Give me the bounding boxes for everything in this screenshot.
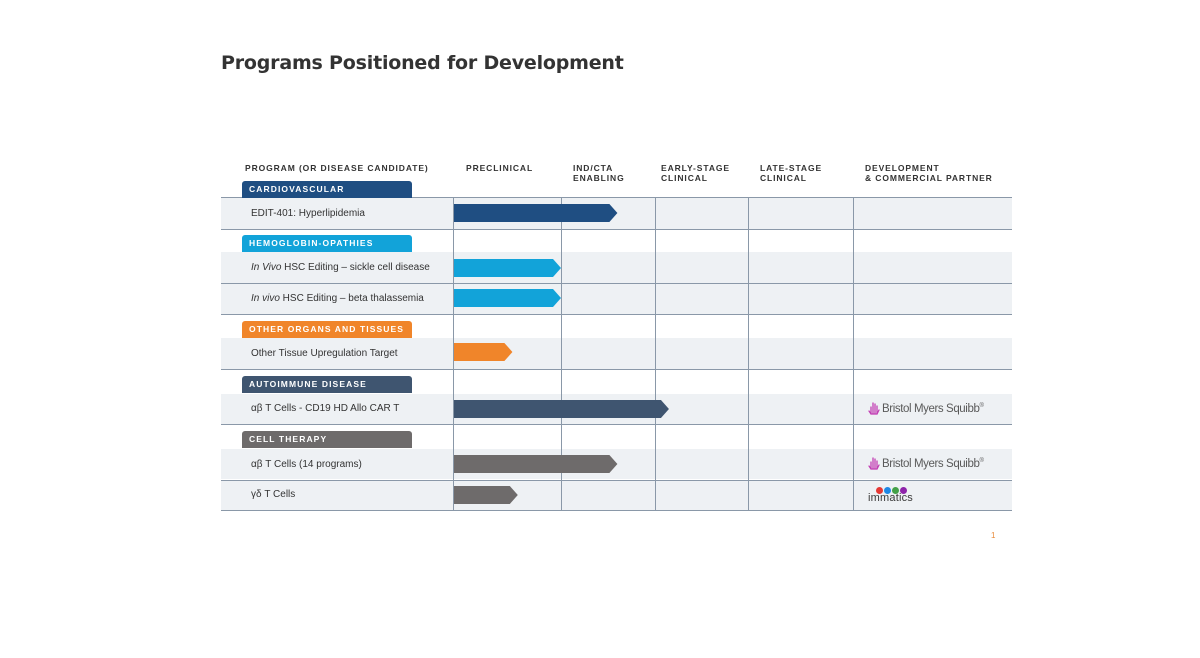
header-early-stage: EARLY-STAGE CLINICAL [661, 163, 730, 183]
category-hemoglobinopathies: HEMOGLOBIN-OPATHIES [242, 235, 412, 252]
immatics-logo-text: immatics [868, 492, 913, 504]
row-divider [221, 424, 1012, 425]
partner-bms: Bristol Myers Squibb® [868, 456, 984, 471]
row-divider [221, 283, 1012, 284]
immatics-dots-icon [876, 487, 907, 494]
program-label: Other Tissue Upregulation Target [251, 348, 398, 359]
header-preclinical: PRECLINICAL [466, 163, 534, 173]
stage-gridline [853, 197, 854, 511]
program-label: In Vivo HSC Editing – sickle cell diseas… [251, 262, 430, 273]
bms-logo-text: Bristol Myers Squibb [882, 402, 980, 415]
bms-trademark: ® [979, 457, 984, 464]
row-bg [221, 338, 1012, 369]
row-divider [221, 229, 1012, 230]
header-ind-cta: IND/CTA ENABLING [573, 163, 625, 183]
immatics-dot [892, 487, 899, 494]
pipeline-bar [454, 400, 669, 418]
pipeline-bar [454, 259, 561, 277]
bms-trademark: ® [979, 402, 984, 409]
immatics-dot [900, 487, 907, 494]
category-cardiovascular: CARDIOVASCULAR [242, 181, 412, 198]
row-divider [221, 197, 1012, 198]
stage-gridline [655, 197, 656, 511]
row-divider [221, 314, 1012, 315]
program-label: In vivo HSC Editing – beta thalassemia [251, 293, 424, 304]
bms-hand-icon [868, 402, 880, 415]
row-divider [221, 510, 1012, 511]
pipeline-bar [454, 343, 513, 361]
header-late-stage: LATE-STAGE CLINICAL [760, 163, 823, 183]
header-partner: DEVELOPMENT & COMMERCIAL PARTNER [865, 163, 993, 183]
row-divider [221, 369, 1012, 370]
pipeline-bar [454, 486, 518, 504]
partner-bms: Bristol Myers Squibb® [868, 401, 984, 416]
category-autoimmune: AUTOIMMUNE DISEASE [242, 376, 412, 393]
pipeline-bar [454, 204, 618, 222]
immatics-dot [876, 487, 883, 494]
row-bg [221, 481, 1012, 510]
bms-logo-text: Bristol Myers Squibb [882, 457, 980, 470]
program-label: αβ T Cells (14 programs) [251, 459, 362, 470]
stage-gridline [748, 197, 749, 511]
program-label: αβ T Cells - CD19 HD Allo CAR T [251, 403, 400, 414]
partner-immatics: immatics [868, 487, 913, 504]
immatics-dot [884, 487, 891, 494]
category-other-organs: OTHER ORGANS AND TISSUES [242, 321, 412, 338]
pipeline-bar [454, 289, 561, 307]
category-cell-therapy: CELL THERAPY [242, 431, 412, 448]
page-number: 1 [991, 531, 996, 540]
row-bg [221, 284, 1012, 314]
program-label: γδ T Cells [251, 489, 296, 500]
stage-gridline [453, 197, 454, 511]
pipeline-bar [454, 455, 618, 473]
bms-hand-icon [868, 457, 880, 470]
page-title: Programs Positioned for Development [221, 52, 624, 74]
header-program: PROGRAM (OR DISEASE CANDIDATE) [245, 163, 429, 173]
stage-gridline [561, 197, 562, 511]
row-divider [221, 480, 1012, 481]
row-bg [221, 252, 1012, 283]
program-label: EDIT-401: Hyperlipidemia [251, 208, 365, 219]
